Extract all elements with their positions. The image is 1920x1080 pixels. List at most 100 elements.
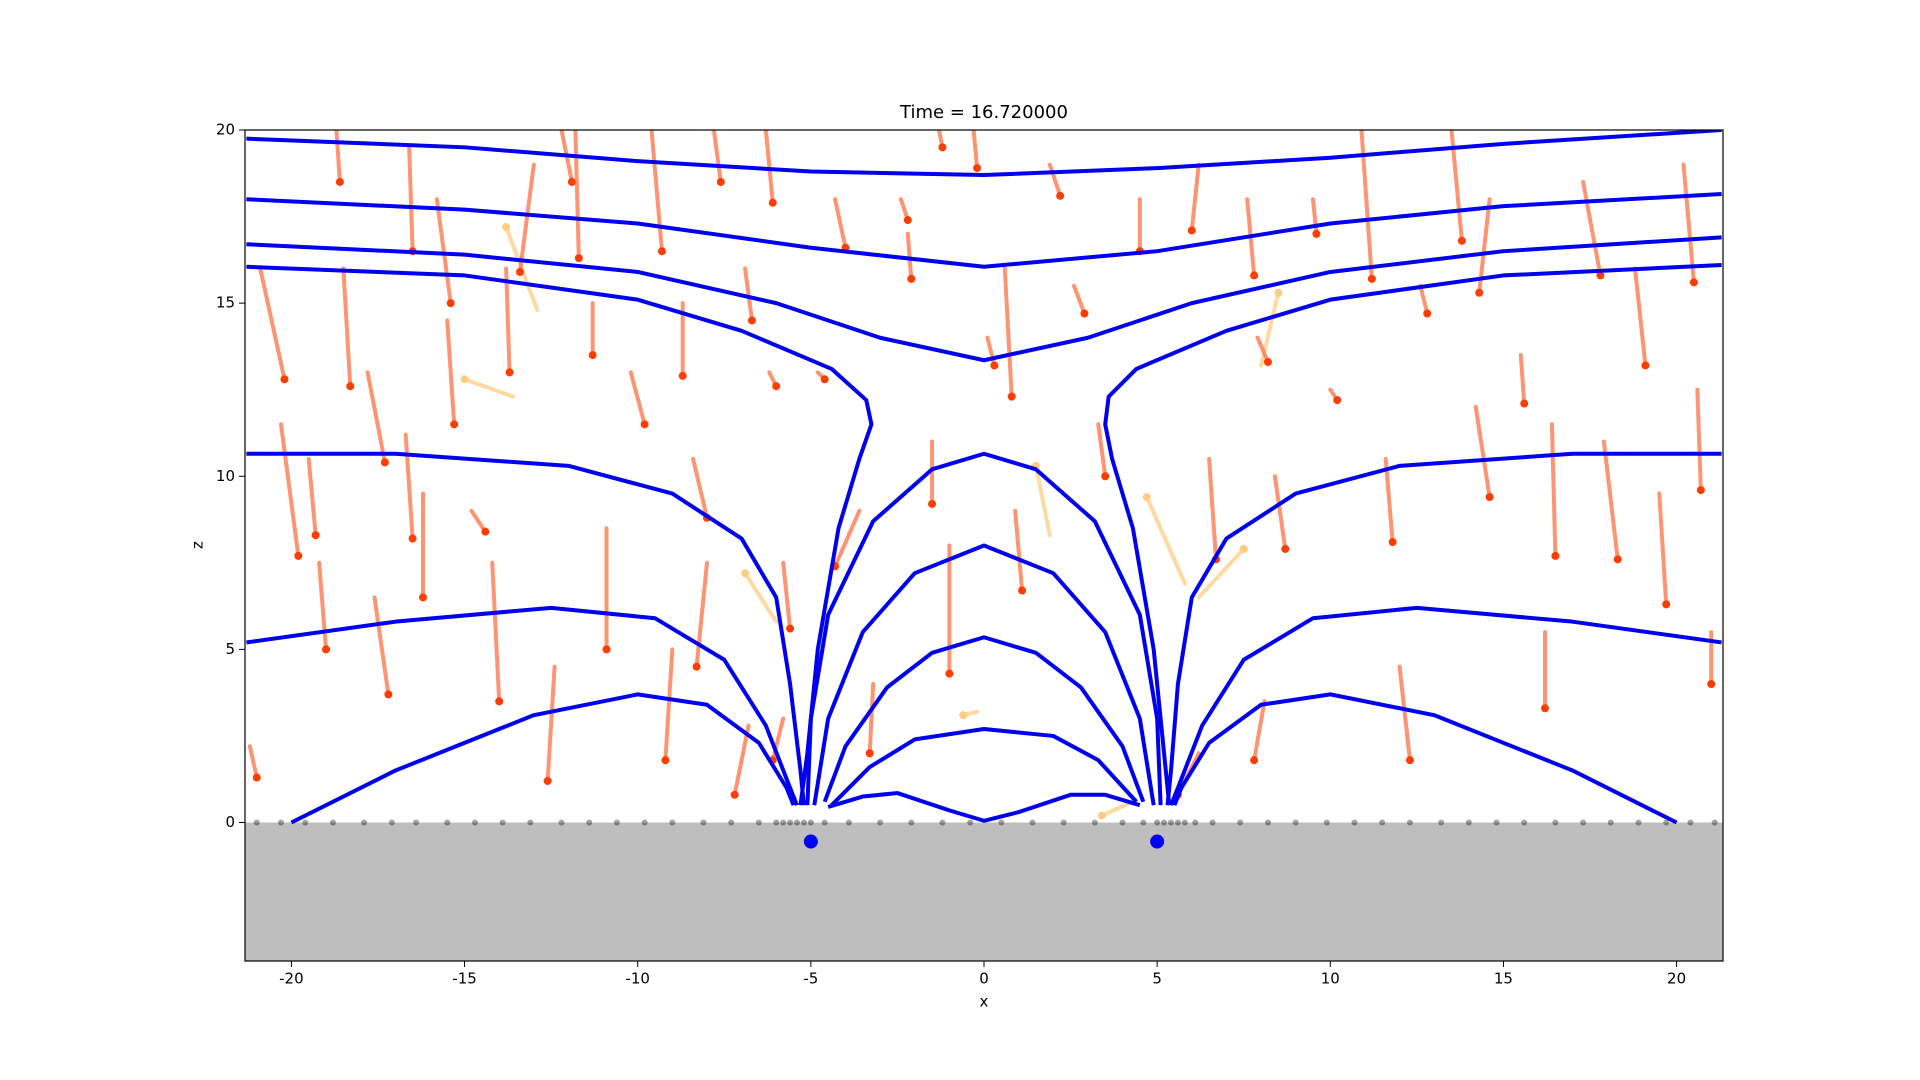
particle bbox=[1250, 756, 1259, 765]
particle-trail bbox=[545, 664, 557, 783]
surface-particle bbox=[444, 819, 451, 826]
particle bbox=[1187, 226, 1196, 235]
surface-particle bbox=[302, 819, 309, 826]
y-tick-label: 10 bbox=[216, 467, 235, 485]
particle-trail bbox=[1383, 456, 1395, 545]
particle bbox=[515, 267, 524, 276]
particle bbox=[481, 527, 490, 536]
surface-particle bbox=[613, 819, 620, 826]
surface-particle bbox=[253, 819, 260, 826]
particle-trail bbox=[1072, 283, 1087, 316]
particle bbox=[567, 177, 576, 186]
particle bbox=[505, 368, 514, 377]
particle bbox=[741, 569, 750, 578]
particle-trail bbox=[445, 318, 457, 427]
field-line bbox=[1103, 263, 1722, 806]
particle bbox=[322, 645, 331, 654]
surface-particle bbox=[793, 819, 800, 826]
particle bbox=[1551, 551, 1560, 560]
surface-particle bbox=[1323, 819, 1330, 826]
particle-trail bbox=[490, 560, 502, 704]
surface-particle bbox=[413, 819, 420, 826]
surface-particle bbox=[1687, 819, 1694, 826]
particle bbox=[1689, 278, 1698, 287]
x-tick-label: 10 bbox=[1321, 970, 1340, 988]
surface-particle bbox=[361, 819, 368, 826]
particle-trail bbox=[317, 560, 329, 652]
surface-particle bbox=[1168, 819, 1175, 826]
surface-particle bbox=[773, 819, 780, 826]
surface-particle bbox=[998, 819, 1005, 826]
surface-particle bbox=[1465, 819, 1472, 826]
particle-trail bbox=[1096, 422, 1108, 479]
particle-trail bbox=[247, 744, 259, 780]
surface-particle bbox=[1154, 819, 1161, 826]
surface-particle bbox=[1237, 819, 1244, 826]
particle bbox=[1475, 288, 1484, 297]
x-tick-label: -5 bbox=[803, 970, 818, 988]
charge bbox=[1150, 834, 1165, 849]
field-line bbox=[822, 635, 1146, 803]
x-tick-label: 20 bbox=[1667, 970, 1686, 988]
surface-particle bbox=[807, 819, 814, 826]
surface-particle bbox=[1521, 819, 1528, 826]
particle bbox=[346, 382, 355, 391]
x-tick-label: 15 bbox=[1494, 970, 1513, 988]
particle bbox=[1596, 271, 1605, 280]
surface-particle bbox=[1140, 819, 1147, 826]
particle-trail bbox=[573, 130, 581, 261]
field-line bbox=[827, 791, 1141, 823]
particle bbox=[1707, 680, 1716, 688]
particle bbox=[1056, 191, 1065, 200]
particle bbox=[1457, 236, 1466, 245]
particle-trail bbox=[1681, 162, 1696, 285]
particle bbox=[730, 790, 739, 799]
y-tick-label: 5 bbox=[225, 640, 235, 658]
particle-trail bbox=[1196, 546, 1246, 600]
surface-particle bbox=[1379, 819, 1386, 826]
particle bbox=[602, 645, 611, 654]
surface-particle bbox=[1292, 819, 1299, 826]
y-tick-label: 0 bbox=[225, 813, 235, 831]
particle bbox=[1007, 392, 1016, 401]
particle-trail bbox=[407, 145, 415, 254]
particle bbox=[928, 499, 937, 508]
particle-trail bbox=[334, 130, 342, 184]
particle bbox=[335, 177, 344, 186]
x-tick-label: -10 bbox=[625, 970, 650, 988]
particle bbox=[1388, 538, 1397, 547]
surface-particle bbox=[278, 819, 285, 826]
field-line bbox=[805, 451, 1163, 806]
surface-particle bbox=[1552, 819, 1559, 826]
particle bbox=[495, 697, 504, 706]
particle bbox=[574, 254, 583, 263]
surface-particle bbox=[558, 819, 565, 826]
particle bbox=[446, 299, 455, 308]
surface-particle bbox=[1091, 819, 1098, 826]
field-line bbox=[246, 264, 874, 806]
particle bbox=[959, 711, 968, 720]
particle-trail bbox=[1255, 335, 1270, 364]
y-tick-label: 15 bbox=[216, 294, 235, 312]
surface-particle bbox=[939, 819, 946, 826]
particle-trail bbox=[649, 130, 664, 254]
particle-trail bbox=[1397, 664, 1412, 763]
particle bbox=[1613, 555, 1622, 564]
surface-particle bbox=[908, 819, 915, 826]
surface-particle bbox=[787, 819, 794, 826]
surface-particle bbox=[1209, 819, 1216, 826]
particle bbox=[450, 420, 459, 429]
surface-particle bbox=[967, 819, 974, 826]
particle-trail bbox=[1633, 266, 1648, 368]
particle bbox=[280, 375, 289, 384]
surface-particle bbox=[780, 819, 787, 826]
particle bbox=[1485, 493, 1494, 502]
particle bbox=[973, 164, 982, 173]
field-line bbox=[290, 692, 796, 825]
particle-trail bbox=[1601, 439, 1620, 562]
particle-trail bbox=[372, 595, 391, 697]
x-tick-label: 5 bbox=[1152, 970, 1162, 988]
particle-trail bbox=[971, 130, 980, 171]
particle-trail bbox=[905, 231, 914, 281]
